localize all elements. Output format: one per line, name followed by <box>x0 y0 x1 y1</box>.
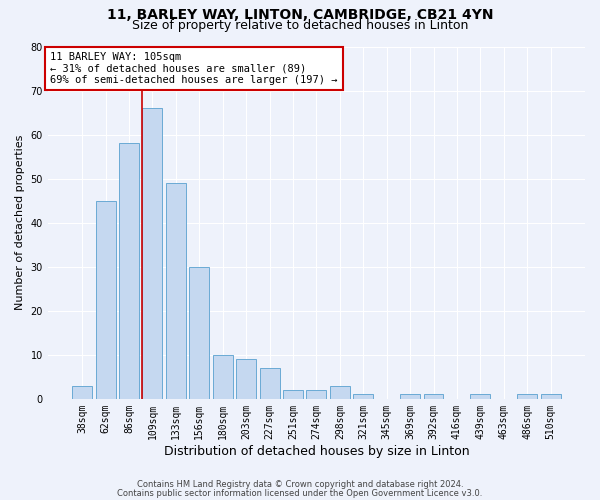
Bar <box>142 108 163 399</box>
Text: Size of property relative to detached houses in Linton: Size of property relative to detached ho… <box>132 19 468 32</box>
Bar <box>236 359 256 399</box>
Text: 11 BARLEY WAY: 105sqm
← 31% of detached houses are smaller (89)
69% of semi-deta: 11 BARLEY WAY: 105sqm ← 31% of detached … <box>50 52 338 85</box>
Bar <box>190 266 209 399</box>
Bar <box>517 394 537 399</box>
Bar <box>330 386 350 399</box>
Bar <box>307 390 326 399</box>
Bar <box>213 355 233 399</box>
Text: Contains public sector information licensed under the Open Government Licence v3: Contains public sector information licen… <box>118 488 482 498</box>
Bar <box>424 394 443 399</box>
Y-axis label: Number of detached properties: Number of detached properties <box>15 135 25 310</box>
Bar <box>353 394 373 399</box>
Bar <box>400 394 420 399</box>
Bar <box>72 386 92 399</box>
Bar <box>119 144 139 399</box>
Bar <box>541 394 560 399</box>
Bar <box>260 368 280 399</box>
Bar <box>166 183 186 399</box>
X-axis label: Distribution of detached houses by size in Linton: Distribution of detached houses by size … <box>164 444 469 458</box>
Bar <box>283 390 303 399</box>
Text: Contains HM Land Registry data © Crown copyright and database right 2024.: Contains HM Land Registry data © Crown c… <box>137 480 463 489</box>
Bar <box>95 200 116 399</box>
Bar <box>470 394 490 399</box>
Text: 11, BARLEY WAY, LINTON, CAMBRIDGE, CB21 4YN: 11, BARLEY WAY, LINTON, CAMBRIDGE, CB21 … <box>107 8 493 22</box>
